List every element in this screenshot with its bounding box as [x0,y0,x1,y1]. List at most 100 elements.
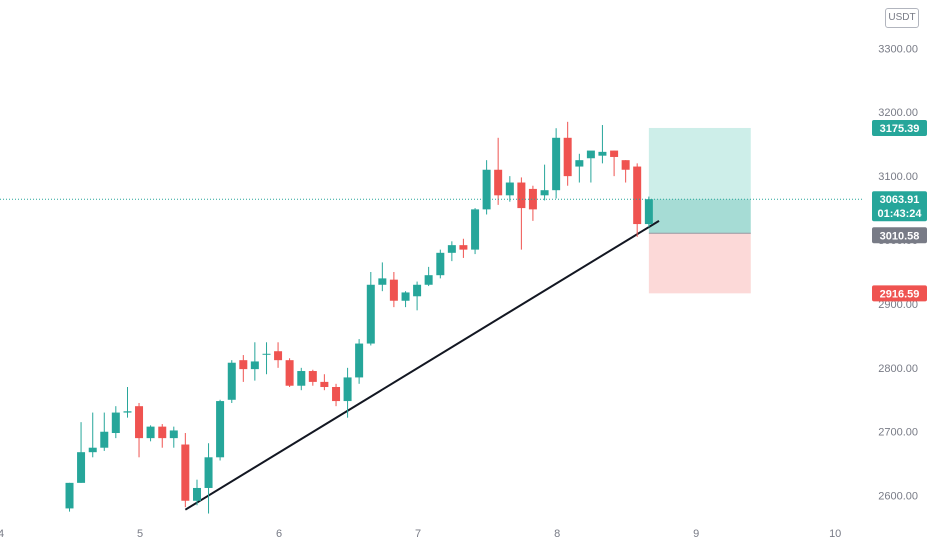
candle-body [216,401,225,458]
candle-body [366,284,375,344]
candle-body [378,278,387,285]
candle-body [169,430,178,439]
candle [494,137,503,205]
support-trendline[interactable] [184,220,660,511]
candle [343,367,352,418]
candle-body [633,166,642,225]
candle [505,176,514,202]
candle [424,266,433,287]
candle [100,412,109,451]
candle [332,383,341,407]
price-tick-label: 3100.00 [878,171,918,183]
candle [65,482,74,512]
target-price-tag-box [872,119,927,136]
candle [274,342,283,368]
stop-price-tag-text: 2916.59 [880,288,920,300]
candle [262,342,271,375]
candle-body [88,447,97,453]
candle [366,271,375,346]
candle-body [77,452,86,483]
candle-body [586,150,595,159]
price-axis[interactable]: 2600.002700.002800.002900.003000.003100.… [878,43,918,502]
long-position-tool[interactable] [648,127,751,294]
trendline-layer[interactable] [184,220,660,511]
candle [528,185,537,221]
candle-body [262,353,271,355]
candle-body [575,160,584,167]
candle-body [436,252,445,276]
candle [644,196,653,228]
time-tick-label: 4 [0,528,4,540]
entry-price-tag-box [872,227,927,244]
time-axis[interactable]: 4 5 6 7 8 9 10 [0,528,841,540]
stop-zone[interactable] [648,233,751,294]
candle-body [320,381,329,388]
entry-price-tag: 3010.58 [872,227,927,244]
candle-body [563,137,572,177]
candle [598,125,607,164]
candle-body [389,279,398,301]
candle [216,399,225,461]
candle-body [308,371,317,382]
candle-body [250,361,259,370]
target-price-tag: 3175.39 [872,119,927,136]
candle [111,406,120,439]
price-tick-label: 3300.00 [878,43,918,55]
candle-body [193,487,202,501]
candle-body [401,292,410,301]
target-zone[interactable] [648,127,751,200]
time-tick-label: 5 [137,528,143,540]
candle [540,164,549,201]
current-price-tag-box [872,191,927,222]
candle-body [447,245,456,253]
candle-body [482,169,491,210]
candle-body [297,371,306,386]
time-tick-label: 7 [415,528,421,540]
candle-body [123,411,132,413]
candle [355,339,364,384]
candle-body [598,151,607,156]
candle [135,402,144,458]
candle-body [505,182,514,196]
candle-body [158,426,167,439]
open-profit-zone[interactable] [648,199,751,234]
candle-body [204,457,213,488]
candle-body [239,360,248,370]
current-price-tag: 3063.91 01:43:24 [872,191,927,222]
candle-body [459,245,468,250]
current-price-tag-text: 3063.91 [880,194,920,206]
candle [285,358,294,388]
candle-body [65,482,74,509]
candle [621,160,630,183]
current-price-tag-text: 01:43:24 [877,208,922,220]
time-tick-label: 9 [693,528,699,540]
quote-unit-badge[interactable]: USDT [885,8,919,28]
candle-body [644,199,653,225]
candle-body [111,412,120,434]
price-tick-label: 2800.00 [878,363,918,375]
candle [169,426,178,448]
candle [378,262,387,292]
candle-body [332,387,341,402]
candle [401,291,410,308]
candle-body [135,406,144,439]
candle [482,160,491,215]
stop-price-tag-box [872,285,927,302]
entry-price-tag-text: 3010.58 [880,230,920,242]
candle-body [494,169,503,196]
stop-price-tag: 2916.59 [872,285,927,302]
candle [239,355,248,382]
price-tick-label: 2900.00 [878,299,918,311]
candle [517,177,526,250]
candle [320,374,329,391]
candle-body [528,188,537,210]
candle-body [285,360,294,386]
candle [447,241,456,262]
candle-body [355,343,364,378]
candle-body [610,150,619,157]
candle [552,128,561,199]
candle [193,479,202,506]
price-tick-label: 3200.00 [878,107,918,119]
candle [77,422,86,483]
